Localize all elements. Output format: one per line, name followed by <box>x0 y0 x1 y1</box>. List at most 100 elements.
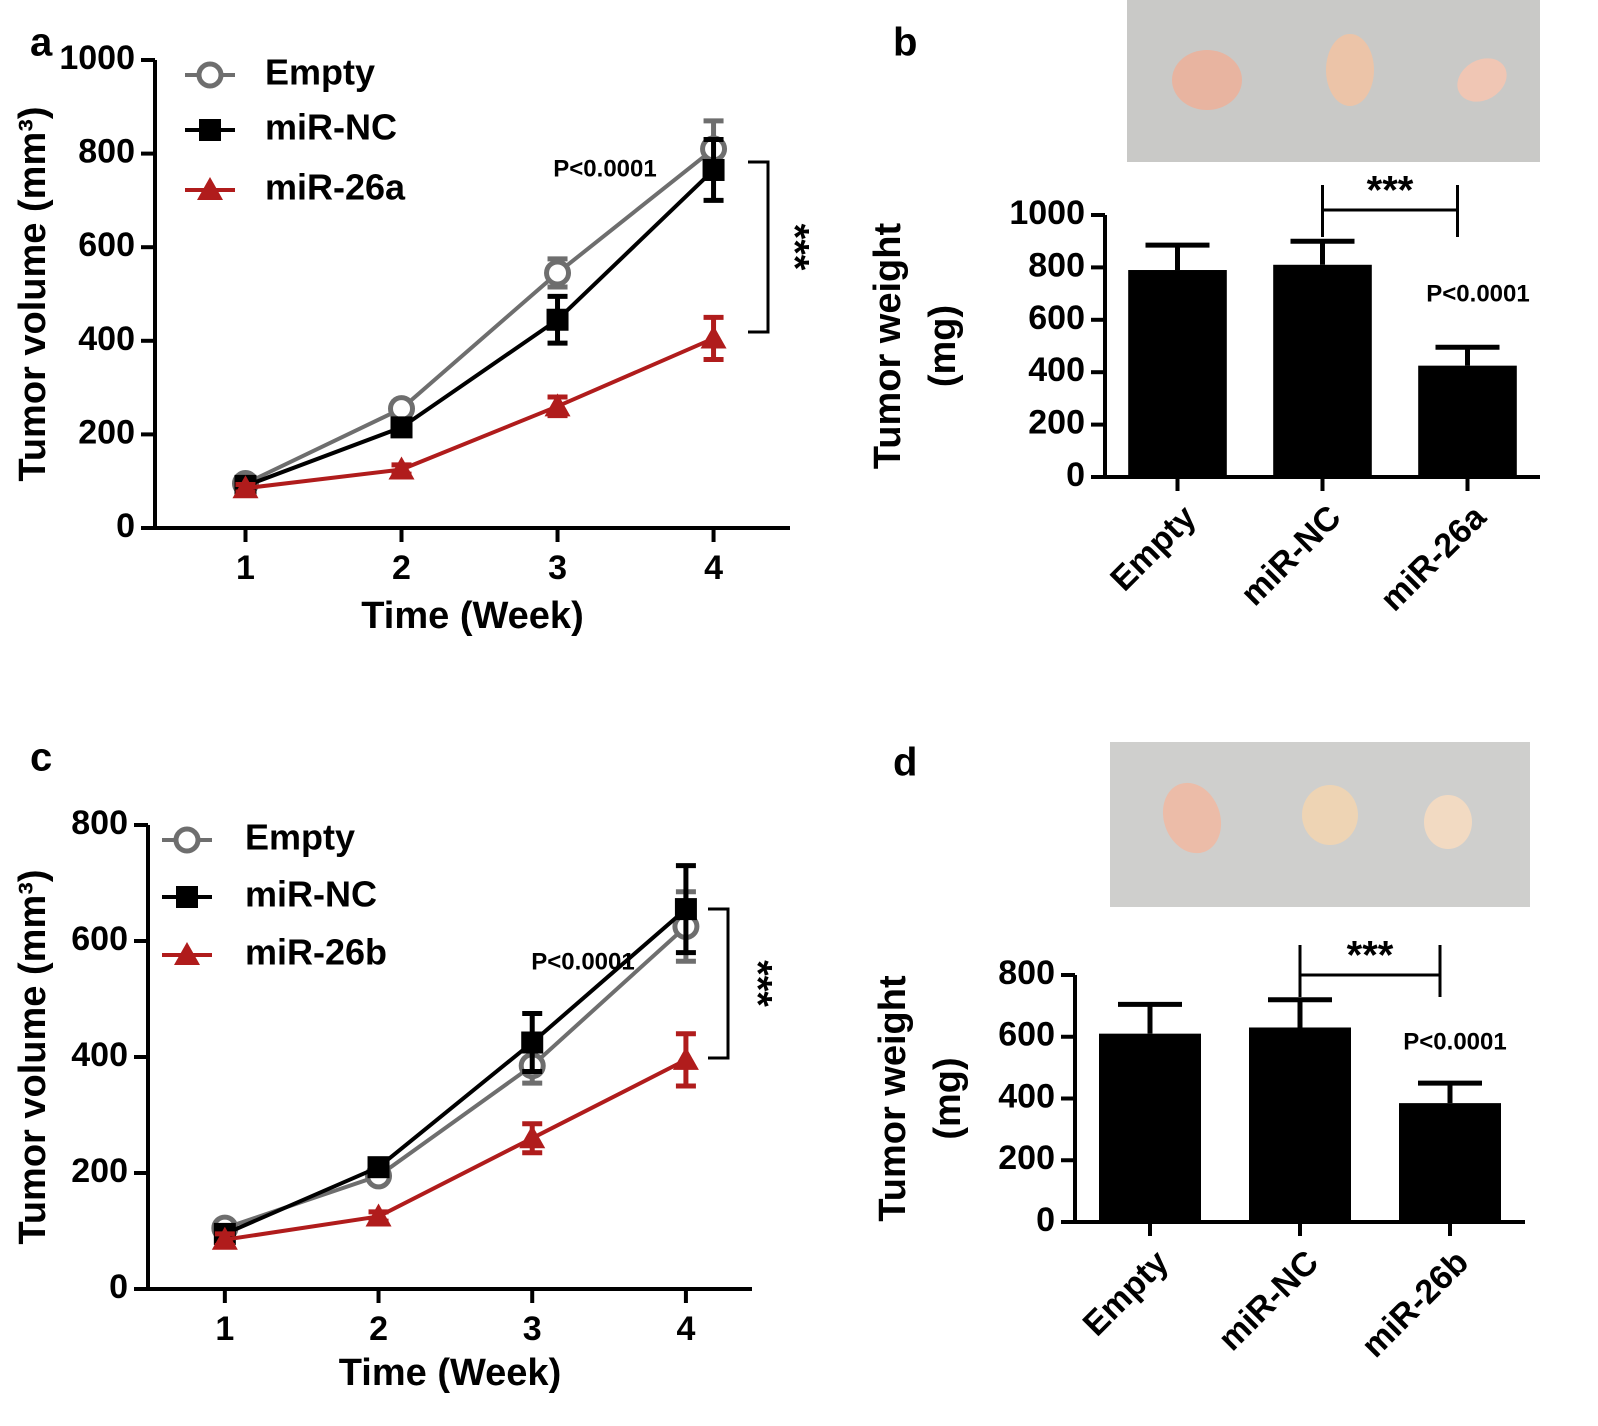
y-tick-label: 1000 <box>1009 194 1085 232</box>
line <box>224 907 688 1236</box>
legend-label: miR-NC <box>265 107 397 148</box>
marker <box>196 61 224 89</box>
x-tick-label: 2 <box>392 549 411 587</box>
marker <box>544 393 571 417</box>
marker <box>544 259 572 287</box>
y-tick-label: 600 <box>78 226 135 264</box>
legend-label: Empty <box>265 52 375 93</box>
p-value: P<0.0001 <box>1426 280 1529 307</box>
marker <box>211 1226 238 1250</box>
tumor-photo <box>1110 742 1530 907</box>
line <box>245 336 715 491</box>
panel-label: c <box>30 736 52 780</box>
bar <box>1399 1103 1501 1222</box>
line <box>244 168 715 488</box>
error-bar <box>1435 344 1500 366</box>
x-tick-label: 4 <box>676 1310 695 1348</box>
error-bar <box>1268 997 1332 1028</box>
x-tick-label: 1 <box>215 1310 234 1348</box>
error-bar <box>1145 242 1210 271</box>
x-tick-label: 3 <box>523 1310 542 1348</box>
marker <box>388 456 415 480</box>
y-tick-label: 400 <box>78 320 135 358</box>
y-tick-label: 600 <box>71 920 128 958</box>
marker <box>521 1031 544 1054</box>
marker <box>674 898 697 921</box>
significance-stars: *** <box>772 224 816 271</box>
marker <box>174 942 200 965</box>
marker <box>367 1156 390 1179</box>
line <box>244 147 715 486</box>
x-tick-label: Empty <box>1076 1243 1176 1343</box>
y-tick-label: 1000 <box>59 39 135 77</box>
x-tick-label: 3 <box>548 549 567 587</box>
y-tick-label: 0 <box>109 1268 128 1306</box>
marker <box>388 395 416 423</box>
marker <box>546 308 569 331</box>
x-tick-label: miR-NC <box>1233 498 1348 613</box>
x-tick-label: miR-26b <box>1354 1243 1476 1365</box>
marker <box>700 325 727 349</box>
significance-stars: *** <box>735 960 779 1007</box>
y-axis-label: Tumor volume (mm³) <box>12 869 54 1244</box>
y-tick-label: 200 <box>71 1152 128 1190</box>
x-tick-label: 4 <box>704 549 723 587</box>
y-tick-label: 400 <box>71 1036 128 1074</box>
y-tick-label: 800 <box>1028 246 1085 284</box>
p-value: P<0.0001 <box>531 948 634 975</box>
bar <box>1418 365 1517 477</box>
panel-label: a <box>30 21 53 65</box>
x-tick-label: miR-26a <box>1373 497 1494 618</box>
bar <box>1099 1033 1201 1222</box>
y-tick-label: 600 <box>1028 299 1085 337</box>
panel-label: b <box>893 21 917 65</box>
marker <box>232 475 259 499</box>
significance-bracket <box>708 907 730 1060</box>
y-tick-label: 0 <box>1066 456 1085 494</box>
y-axis-label: (mg) <box>927 1057 969 1139</box>
panel-label: d <box>893 741 917 785</box>
significance-bracket <box>1321 185 1459 237</box>
legend-label: Empty <box>245 817 355 858</box>
marker <box>176 886 198 908</box>
y-tick-label: 800 <box>998 954 1055 992</box>
p-value: P<0.0001 <box>553 155 656 182</box>
y-axis-label: Tumor weight <box>867 223 909 470</box>
p-value: P<0.0001 <box>1403 1028 1506 1055</box>
y-tick-label: 400 <box>998 1077 1055 1115</box>
legend-label: miR-26a <box>265 167 406 208</box>
tumor-photo <box>1127 0 1540 162</box>
x-tick-label: Empty <box>1103 498 1203 598</box>
x-axis-label: Time (Week) <box>339 1352 561 1394</box>
y-tick-label: 200 <box>78 413 135 451</box>
x-tick-label: 1 <box>236 549 255 587</box>
marker <box>365 1203 392 1227</box>
y-axis-label: (mg) <box>922 305 964 387</box>
marker <box>702 158 725 181</box>
y-tick-label: 600 <box>998 1016 1055 1054</box>
x-tick-label: miR-NC <box>1211 1243 1326 1358</box>
y-tick-label: 0 <box>1036 1201 1055 1239</box>
bar <box>1273 264 1372 477</box>
significance-stars: *** <box>1367 169 1414 213</box>
marker <box>519 1125 546 1149</box>
significance-bracket <box>1298 945 1442 997</box>
x-axis-label: Time (Week) <box>361 595 583 637</box>
x-tick-label: 2 <box>369 1310 388 1348</box>
marker <box>199 119 221 141</box>
y-axis-label: Tumor weight <box>872 975 914 1222</box>
marker <box>390 416 413 439</box>
y-tick-label: 200 <box>998 1139 1055 1177</box>
error-bar <box>1118 1001 1182 1034</box>
error-bar <box>1290 238 1355 265</box>
bar <box>1249 1027 1351 1222</box>
y-tick-label: 400 <box>1028 351 1085 389</box>
y-tick-label: 800 <box>71 804 128 842</box>
significance-bracket <box>748 160 770 334</box>
y-tick-label: 800 <box>78 133 135 171</box>
y-axis-label: Tumor volume (mm³) <box>12 106 54 481</box>
marker <box>672 1046 699 1070</box>
marker <box>197 177 223 200</box>
error-bar <box>1418 1080 1482 1104</box>
